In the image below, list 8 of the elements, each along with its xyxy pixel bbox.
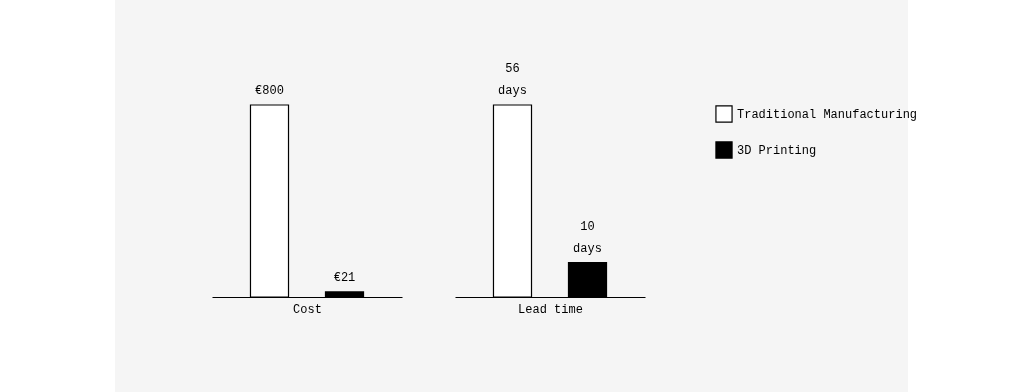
x-axis-title: Lead time <box>518 302 583 317</box>
data-label: 56 days <box>498 62 527 98</box>
x-axis-title: Cost <box>293 302 322 317</box>
data-label: 10 days <box>573 219 602 256</box>
legend-label: 3D Printing <box>737 144 817 158</box>
data-label: €800 <box>255 84 284 98</box>
legend-label: Traditional Manufacturing <box>737 108 918 122</box>
data-label: €21 <box>333 270 356 285</box>
